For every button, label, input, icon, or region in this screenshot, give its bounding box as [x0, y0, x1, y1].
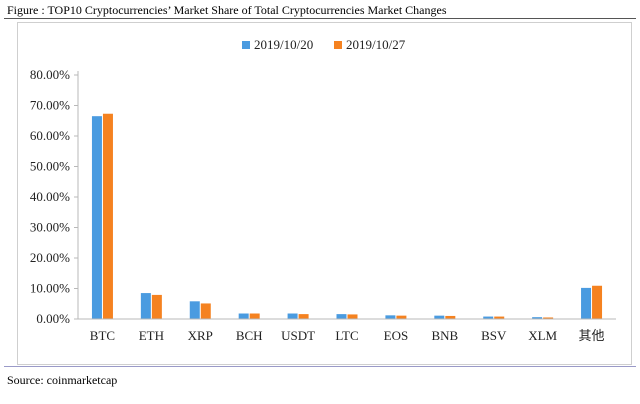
bar-EOS-1 — [396, 315, 407, 319]
x-tick-label: LTC — [335, 328, 358, 343]
bar-ETH-0 — [140, 293, 151, 319]
x-axis: BTC ETH XRP BCH USDT LTC EOS BNB BSV XLM 其他 — [78, 318, 616, 343]
x-tick-label: XLM — [528, 328, 557, 343]
bar-BNB-0 — [434, 315, 445, 319]
legend: 2019/10/20 2019/10/27 — [242, 37, 406, 52]
bar-ETH-1 — [151, 294, 162, 319]
bar-其他-0 — [581, 287, 592, 319]
legend-swatch-0 — [242, 41, 250, 49]
bar-BSV-1 — [494, 316, 505, 319]
x-tick-label: 其他 — [579, 328, 605, 343]
bar-XLM-1 — [543, 317, 554, 319]
y-tick-label: 70.00% — [30, 98, 70, 113]
bar-LTC-0 — [336, 314, 347, 319]
y-tick-label: 60.00% — [30, 128, 70, 143]
legend-label-0: 2019/10/20 — [254, 37, 313, 52]
x-tick-label: ETH — [139, 328, 164, 343]
bar-LTC-1 — [347, 314, 358, 319]
chart-frame: 2019/10/20 2019/10/27 0.00% 10.00% 20.00% 30… — [17, 22, 632, 365]
bar-BNB-1 — [445, 315, 456, 319]
y-tick-label: 50.00% — [30, 159, 70, 174]
legend-swatch-1 — [334, 41, 342, 49]
y-tick-label: 0.00% — [36, 311, 70, 326]
bar-EOS-0 — [385, 315, 396, 319]
y-tick-label: 40.00% — [30, 189, 70, 204]
bar-BTC-1 — [102, 113, 113, 319]
bar-XRP-0 — [189, 301, 200, 319]
y-tick-label: 30.00% — [30, 220, 70, 235]
bar-BCH-1 — [249, 313, 260, 319]
x-tick-label: BSV — [481, 328, 507, 343]
legend-label-1: 2019/10/27 — [346, 37, 406, 52]
bar-XLM-0 — [532, 317, 543, 319]
x-tick-label: BTC — [90, 328, 115, 343]
bar-其他-1 — [592, 285, 603, 319]
bar-chart: 2019/10/20 2019/10/27 0.00% 10.00% 20.00% 30… — [30, 37, 616, 343]
bars — [91, 113, 603, 319]
bar-XRP-1 — [200, 303, 211, 319]
bar-BTC-0 — [91, 116, 102, 319]
y-axis: 0.00% 10.00% 20.00% 30.00% 40.00% 50.00% 60.00… — [30, 67, 79, 326]
x-tick-label: XRP — [188, 328, 213, 343]
y-tick-label: 20.00% — [30, 250, 70, 265]
figure-caption: Figure : TOP10 Cryptocurrencies’ Market … — [7, 3, 447, 17]
bar-USDT-0 — [287, 313, 298, 319]
y-tick-label: 10.00% — [30, 281, 70, 296]
y-tick-label: 80.00% — [30, 67, 70, 82]
source-note: Source: coinmarketcap — [7, 373, 118, 387]
bar-BSV-0 — [483, 316, 494, 319]
caption-divider — [4, 18, 636, 19]
x-tick-label: BCH — [236, 328, 263, 343]
bar-BCH-0 — [238, 313, 249, 319]
source-divider — [4, 366, 636, 367]
bar-USDT-1 — [298, 314, 309, 319]
x-tick-label: USDT — [281, 328, 315, 343]
x-tick-label: EOS — [384, 328, 409, 343]
x-tick-label: BNB — [431, 328, 458, 343]
